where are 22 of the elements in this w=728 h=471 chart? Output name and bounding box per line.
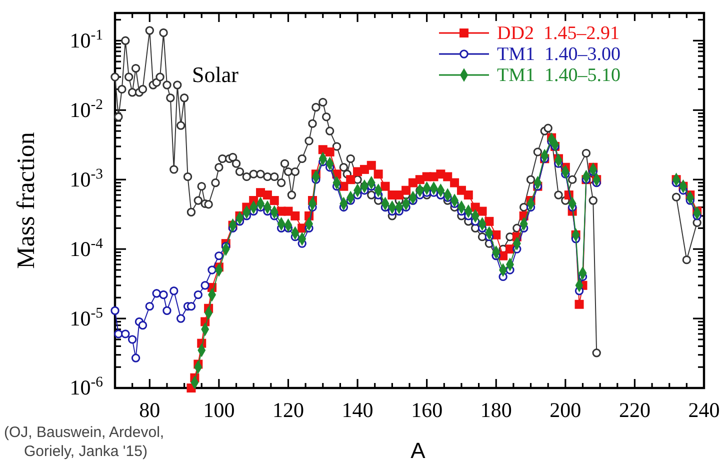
y-tick-label: 10$^{-6}$	[70, 374, 103, 400]
x-axis-title: A	[410, 438, 426, 463]
x-tick-label: 120	[272, 398, 304, 422]
x-tick-label: 240	[688, 398, 720, 422]
x-tick-label: 220	[618, 398, 650, 422]
y-axis-title: Mass fraction	[13, 132, 40, 269]
legend-label: TM1 1.40–3.00	[497, 44, 620, 65]
y-tick-label: 10$^{-3}$	[70, 166, 103, 192]
text: (OJ, Bauswein, Ardevol, Goriely, Janka '15)	[4, 424, 164, 460]
annotation: Solar	[192, 62, 240, 87]
x-tick-label: 100	[203, 398, 235, 422]
x-tick-label: 200	[550, 398, 582, 422]
y-tick-label: 10$^{-5}$	[70, 305, 103, 330]
y-tick-label: 10$^{-1}$	[70, 27, 103, 52]
x-tick-label: 140	[342, 398, 374, 422]
x-tick-label: 180	[480, 398, 512, 422]
y-tick-label: 10$^{-4}$	[70, 236, 104, 261]
legend-label: TM1 1.40–5.10	[497, 65, 620, 86]
x-tick-label: 80	[139, 398, 160, 422]
x-tick-label: 160	[411, 398, 443, 422]
y-tick-label: 10$^{-2}$	[70, 96, 103, 122]
legend-label: DD2 1.45–2.91	[497, 23, 620, 44]
